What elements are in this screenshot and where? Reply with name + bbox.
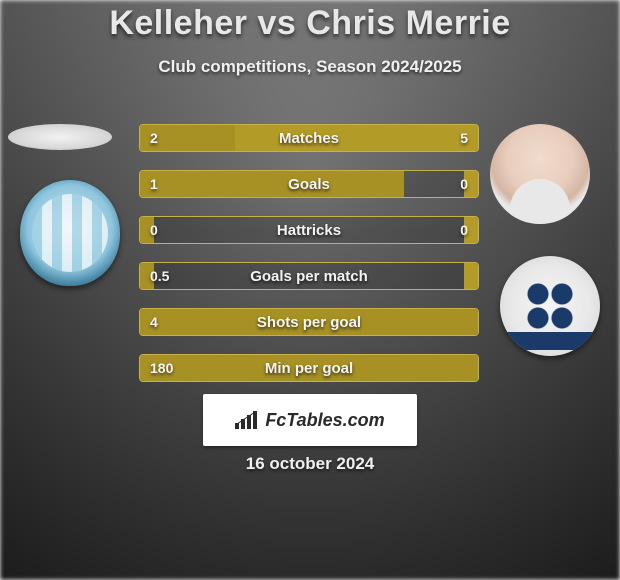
stat-row: Hattricks0 0 <box>139 216 479 244</box>
stat-row: Goals10 <box>139 170 479 198</box>
stat-value-left: 0.5 <box>150 263 169 289</box>
club-left-badge <box>20 180 120 286</box>
stat-label: Goals per match <box>140 263 478 289</box>
stat-value-left: 180 <box>150 355 173 381</box>
player-left-avatar <box>8 124 112 150</box>
stat-value-right: 5 <box>460 125 468 151</box>
page-title: Kelleher vs Chris Merrie <box>0 4 620 43</box>
stats-bars: Matches25Goals10Hattricks00Goals per mat… <box>139 124 479 400</box>
player-left-name: Kelleher <box>109 4 247 42</box>
attribution-badge: FcTables.com <box>203 394 417 446</box>
comparison-card: Kelleher vs Chris Merrie Club competitio… <box>0 0 620 580</box>
fctables-logo-icon <box>235 411 259 429</box>
stat-row: Min per goal180 <box>139 354 479 382</box>
stat-value-right: 0 <box>460 217 468 243</box>
player-right-name: Chris Merrie <box>306 4 510 42</box>
stat-value-left: 0 <box>150 217 158 243</box>
vs-label: vs <box>257 4 296 42</box>
stat-bar-left <box>140 355 478 381</box>
stat-value-right: 0 <box>460 171 468 197</box>
stat-value-left: 1 <box>150 171 158 197</box>
club-right-badge <box>500 256 600 356</box>
stat-bar-right <box>235 125 478 151</box>
attribution-text: FcTables.com <box>265 410 384 431</box>
subtitle: Club competitions, Season 2024/2025 <box>0 57 620 77</box>
stat-row: Goals per match0.5 <box>139 262 479 290</box>
stat-row: Matches25 <box>139 124 479 152</box>
stat-row: Shots per goal4 <box>139 308 479 336</box>
stat-value-left: 4 <box>150 309 158 335</box>
stat-bar-left <box>140 171 404 197</box>
player-right-avatar <box>490 124 590 224</box>
stat-bar-left <box>140 309 478 335</box>
stat-value-left: 2 <box>150 125 158 151</box>
stat-label: Hattricks <box>140 217 478 243</box>
stat-bar-right <box>464 263 478 289</box>
date-label: 16 october 2024 <box>0 454 620 474</box>
